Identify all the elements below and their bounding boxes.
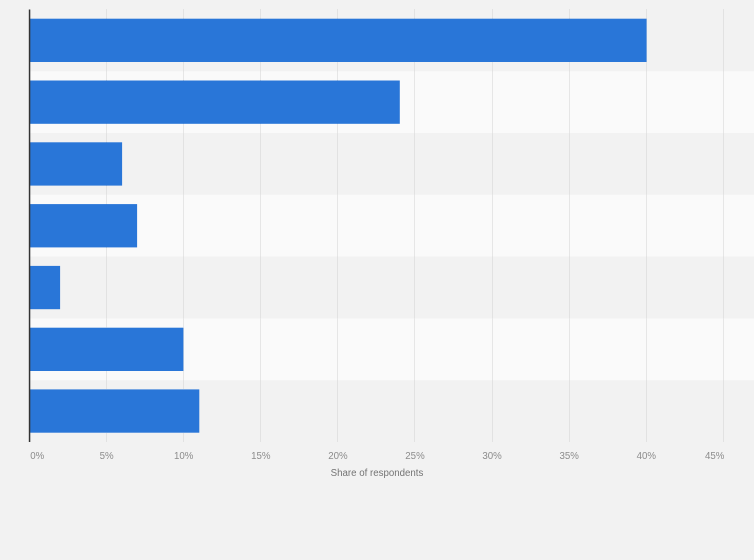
svg-text:20%: 20% [328, 451, 348, 462]
svg-text:35%: 35% [560, 451, 580, 462]
svg-text:10%: 10% [174, 451, 194, 462]
svg-text:45%: 45% [705, 451, 725, 462]
svg-text:25%: 25% [405, 451, 425, 462]
svg-text:40%: 40% [637, 451, 657, 462]
svg-text:0%: 0% [30, 451, 44, 462]
svg-text:30%: 30% [482, 451, 502, 462]
svg-text:15%: 15% [251, 451, 271, 462]
svg-text:Share of respondents: Share of respondents [331, 468, 424, 479]
svg-text:5%: 5% [100, 451, 114, 462]
